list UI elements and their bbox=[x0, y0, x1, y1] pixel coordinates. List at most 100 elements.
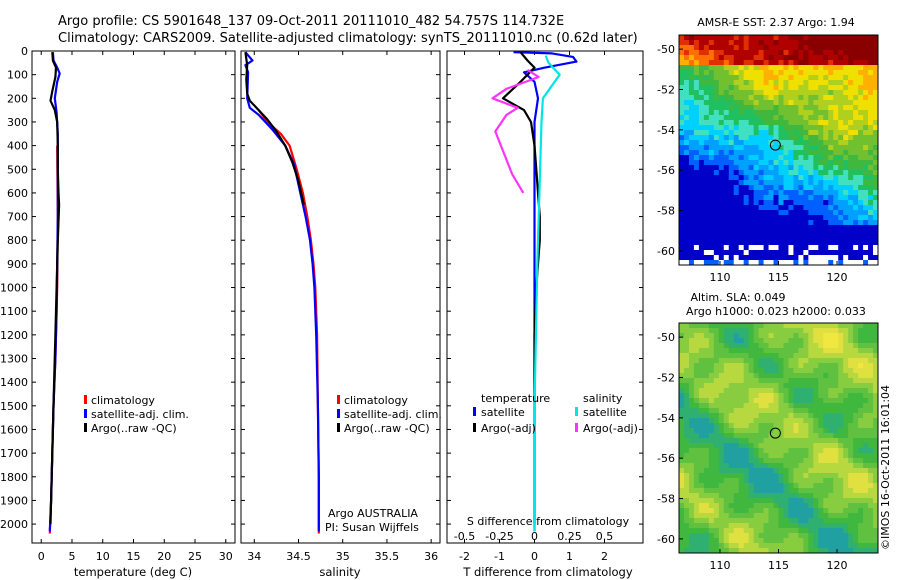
heatmap-cell bbox=[858, 220, 864, 226]
heatmap-cell bbox=[753, 513, 760, 519]
heatmap-cell bbox=[708, 448, 715, 454]
heatmap-cell bbox=[738, 328, 745, 334]
heatmap-cell bbox=[808, 413, 814, 419]
heatmap-cell bbox=[688, 135, 695, 141]
heatmap-cell bbox=[848, 333, 854, 339]
heatmap-cell bbox=[698, 373, 705, 379]
heatmap-cell bbox=[738, 448, 745, 454]
heatmap-cell bbox=[773, 200, 779, 206]
heatmap-cell bbox=[743, 438, 750, 444]
heatmap-cell bbox=[803, 235, 809, 241]
heatmap-cell bbox=[838, 90, 844, 96]
heatmap-cell bbox=[803, 195, 809, 201]
heatmap-cell bbox=[818, 518, 824, 524]
heatmap-cell bbox=[818, 473, 824, 479]
heatmap-cell bbox=[713, 235, 720, 241]
heatmap-cell bbox=[733, 35, 740, 41]
heatmap-cell bbox=[763, 180, 769, 186]
heatmap-cell bbox=[763, 35, 769, 41]
heatmap-cell bbox=[788, 503, 794, 509]
heatmap-cell bbox=[683, 65, 690, 71]
heatmap-cell bbox=[679, 120, 685, 126]
heatmap-cell bbox=[693, 468, 700, 474]
heatmap-cell bbox=[858, 205, 864, 211]
heatmap-cell bbox=[813, 343, 819, 349]
heatmap-cell bbox=[778, 100, 784, 106]
heatmap-cell bbox=[838, 210, 844, 216]
heatmap-cell bbox=[848, 40, 854, 46]
heatmap-cell bbox=[708, 363, 715, 369]
heatmap-cell bbox=[868, 473, 874, 479]
heatmap-cell bbox=[738, 110, 745, 116]
heatmap-cell bbox=[788, 338, 794, 344]
heatmap-cell bbox=[708, 413, 715, 419]
heatmap-cell bbox=[838, 513, 844, 519]
heatmap-cell bbox=[713, 438, 720, 444]
heatmap-cell bbox=[758, 473, 764, 479]
heatmap-cell bbox=[703, 95, 710, 101]
heatmap-cell bbox=[698, 115, 705, 121]
heatmap-cell bbox=[793, 160, 799, 166]
heatmap-cell bbox=[793, 60, 799, 66]
heatmap-cell bbox=[838, 80, 844, 86]
heatmap-cell bbox=[848, 498, 854, 504]
heatmap-cell bbox=[848, 60, 854, 66]
heatmap-cell bbox=[803, 453, 809, 459]
heatmap-cell bbox=[823, 50, 829, 56]
heatmap-cell bbox=[763, 80, 769, 86]
heatmap-cell bbox=[833, 250, 839, 256]
heatmap-cell bbox=[723, 343, 730, 349]
heatmap-cell bbox=[718, 195, 725, 201]
heatmap-cell bbox=[743, 508, 750, 514]
heatmap-cell bbox=[758, 240, 764, 246]
heatmap-cell bbox=[763, 358, 769, 364]
heatmap-cell bbox=[683, 60, 690, 66]
heatmap-cell bbox=[713, 443, 720, 449]
heatmap-cell bbox=[833, 343, 839, 349]
heatmap-cell bbox=[733, 240, 740, 246]
heatmap-cell bbox=[873, 50, 879, 56]
heatmap-cell bbox=[748, 433, 755, 439]
heatmap-cell bbox=[803, 468, 809, 474]
heatmap-cell bbox=[683, 393, 690, 399]
heatmap-cell bbox=[828, 125, 834, 131]
depth-tick-label: 600 bbox=[7, 187, 28, 200]
heatmap-cell bbox=[843, 363, 849, 369]
heatmap-cell bbox=[838, 40, 844, 46]
heatmap-cell bbox=[688, 403, 695, 409]
heatmap-cell bbox=[758, 140, 764, 146]
heatmap-cell bbox=[738, 433, 745, 439]
heatmap-cell bbox=[748, 170, 755, 176]
heatmap-cell bbox=[728, 35, 735, 41]
heatmap-cell bbox=[823, 418, 829, 424]
heatmap-cell bbox=[713, 75, 720, 81]
heatmap-cell bbox=[753, 80, 760, 86]
heatmap-cell bbox=[753, 120, 760, 126]
heatmap-cell bbox=[858, 328, 864, 334]
heatmap-cell bbox=[813, 50, 819, 56]
heatmap-cell bbox=[818, 458, 824, 464]
heatmap-cell bbox=[723, 388, 730, 394]
heatmap-cell bbox=[758, 170, 764, 176]
heatmap-cell bbox=[818, 523, 824, 529]
heatmap-cell bbox=[768, 100, 774, 106]
heatmap-cell bbox=[743, 448, 750, 454]
heatmap-cell bbox=[743, 195, 750, 201]
heatmap-cell bbox=[733, 428, 740, 434]
heatmap-cell bbox=[758, 130, 764, 136]
difference-panel: -2 -1 0 1 2 -0.5 -0.25 0 0.25 0.5 S difference f… bbox=[446, 50, 644, 579]
heatmap-cell bbox=[863, 448, 869, 454]
heatmap-cell bbox=[768, 478, 774, 484]
heatmap-cell bbox=[843, 110, 849, 116]
heatmap-cell bbox=[683, 190, 690, 196]
depth-tick-label: 700 bbox=[7, 211, 28, 224]
heatmap-cell bbox=[858, 155, 864, 161]
sst-heatmap bbox=[679, 35, 879, 266]
heatmap-cell bbox=[833, 160, 839, 166]
heatmap-cell bbox=[713, 323, 720, 329]
heatmap-cell bbox=[808, 60, 814, 66]
heatmap-cell bbox=[683, 115, 690, 121]
heatmap-cell bbox=[679, 65, 685, 71]
heatmap-cell bbox=[803, 95, 809, 101]
heatmap-cell bbox=[828, 185, 834, 191]
